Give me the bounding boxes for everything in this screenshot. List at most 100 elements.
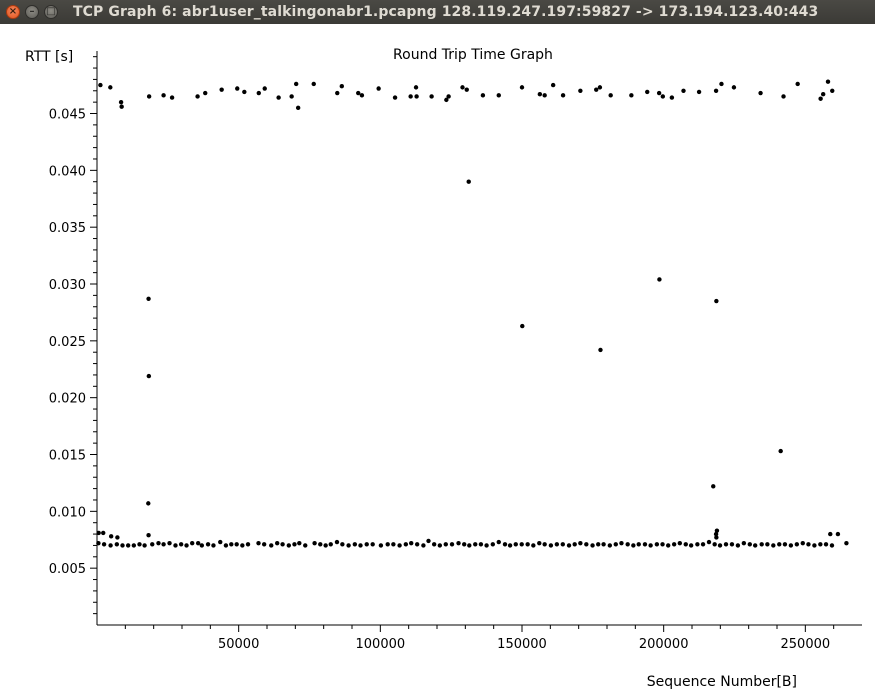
rtt-data-point <box>496 539 501 545</box>
rtt-data-point <box>531 543 536 548</box>
y-tick-label: 0.040 <box>49 164 86 179</box>
chart-title: Round Trip Time Graph <box>393 47 553 63</box>
rtt-data-point <box>781 94 786 99</box>
rtt-data-point <box>370 542 375 547</box>
rtt-data-point <box>713 531 719 537</box>
rtt-data-point <box>782 542 788 547</box>
rtt-data-point <box>114 542 120 547</box>
rtt-data-point <box>409 540 414 546</box>
y-tick-label: 0.030 <box>49 278 86 293</box>
rtt-data-point <box>359 93 365 98</box>
rtt-data-point <box>443 542 448 547</box>
rtt-data-point <box>844 540 849 546</box>
rtt-data-point <box>235 86 240 91</box>
rtt-data-point <box>205 542 211 547</box>
rtt-data-point <box>242 89 247 95</box>
rtt-data-point <box>292 542 297 547</box>
rtt-data-point <box>323 543 328 548</box>
rtt-data-point <box>741 540 747 546</box>
rtt-data-point <box>245 542 251 547</box>
rtt-data-point <box>578 540 583 546</box>
rtt-data-point <box>519 542 524 547</box>
rtt-data-point <box>619 540 624 546</box>
rtt-data-point <box>211 543 216 548</box>
rtt-data-point <box>719 81 724 87</box>
rtt-data-point <box>818 542 823 547</box>
rtt-data-point <box>408 94 413 99</box>
rtt-data-point <box>437 543 443 548</box>
rtt-data-point <box>297 540 302 546</box>
rtt-data-point <box>460 85 465 90</box>
rtt-data-point <box>269 543 274 548</box>
rtt-data-point <box>118 99 124 105</box>
rtt-data-point <box>184 543 189 548</box>
rtt-data-point <box>146 501 151 506</box>
rtt-data-point <box>397 543 402 548</box>
rtt-data-point <box>828 531 833 537</box>
rtt-data-point <box>794 542 800 547</box>
rtt-data-point <box>596 542 601 547</box>
rtt-data-point <box>276 95 281 100</box>
rtt-data-point <box>578 88 583 93</box>
rtt-data-point <box>218 539 223 545</box>
y-axis-label: RTT [s] <box>25 49 73 65</box>
rtt-data-point <box>825 79 831 84</box>
rtt-data-point <box>484 543 489 548</box>
rtt-data-point <box>280 542 285 547</box>
rtt-data-point <box>414 94 419 99</box>
rtt-data-point <box>286 543 292 548</box>
rtt-data-point <box>560 542 565 547</box>
rtt-data-point <box>456 540 461 546</box>
rtt-data-point <box>537 91 543 97</box>
rtt-data-point <box>537 540 542 546</box>
rtt-data-point <box>806 542 811 547</box>
rtt-data-point <box>219 87 224 92</box>
rtt-data-point <box>339 84 344 89</box>
rtt-data-point <box>681 88 686 93</box>
rtt-data-point <box>478 542 484 547</box>
rtt-data-point <box>146 296 151 301</box>
rtt-data-point <box>677 540 683 546</box>
rtt-data-point <box>642 542 648 547</box>
rtt-data-point <box>657 277 662 282</box>
rtt-data-point <box>96 530 101 536</box>
window-close-button[interactable]: × <box>6 5 20 19</box>
rtt-data-point <box>146 94 152 99</box>
rtt-data-point <box>131 543 137 548</box>
rtt-data-point <box>356 90 361 96</box>
rtt-data-point <box>473 542 478 547</box>
rtt-data-point <box>654 542 660 547</box>
x-ticks: 50000 100000 150000 200000 250000 <box>124 625 835 652</box>
rtt-data-point <box>335 90 340 96</box>
rtt-data-point <box>629 93 634 98</box>
rtt-data-point <box>496 93 501 98</box>
rtt-data-point <box>666 543 671 548</box>
rtt-data-point <box>150 542 155 547</box>
rtt-data-point <box>256 90 261 96</box>
rtt-data-point <box>835 531 841 537</box>
rtt-data-point <box>688 543 694 548</box>
rtt-data-point <box>262 86 267 91</box>
rtt-data-point <box>513 542 518 547</box>
window-maximize-button[interactable]: □ <box>44 5 58 19</box>
rtt-data-point <box>542 93 547 98</box>
rtt-data-point <box>464 87 469 92</box>
window-minimize-button[interactable]: – <box>25 5 39 19</box>
rtt-data-point <box>119 104 124 109</box>
y-tick-label: 0.010 <box>49 505 86 520</box>
rtt-data-point <box>340 542 345 547</box>
plot-area[interactable]: Round Trip Time Graph RTT [s] Sequence N… <box>0 24 875 696</box>
rtt-data-point <box>414 542 420 547</box>
rtt-data-point <box>554 542 560 547</box>
rtt-data-point <box>712 542 717 547</box>
rtt-data-point <box>778 448 783 454</box>
rtt-data-point <box>318 542 323 547</box>
rtt-data-point <box>830 88 835 93</box>
rtt-data-point <box>696 89 702 95</box>
rtt-data-point <box>293 81 299 87</box>
rtt-data-point <box>572 542 577 547</box>
rtt-data-point <box>303 543 308 548</box>
rtt-data-point <box>229 542 234 547</box>
rtt-scatter-chart[interactable]: Round Trip Time Graph RTT [s] Sequence N… <box>0 24 875 696</box>
rtt-data-point <box>714 528 720 533</box>
